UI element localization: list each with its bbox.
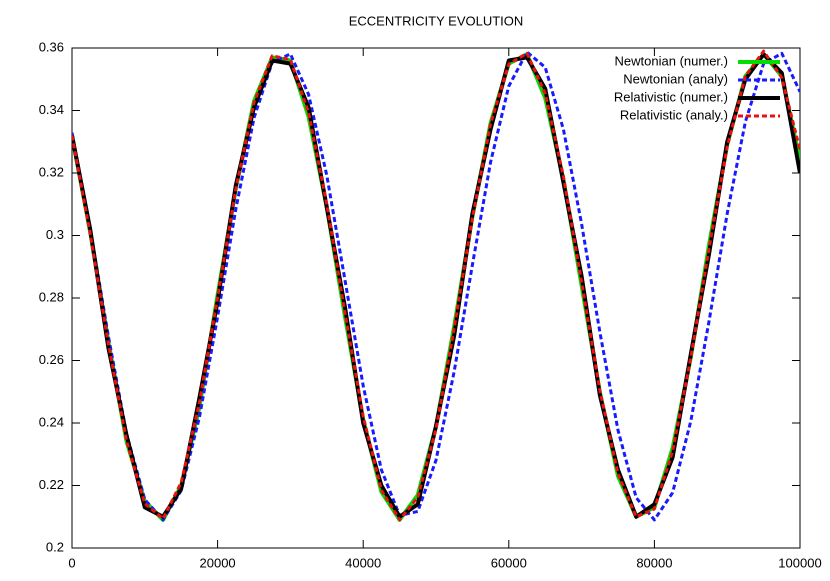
y-tick-label: 0.32 xyxy=(39,164,64,179)
x-tick-label: 100000 xyxy=(778,555,821,570)
x-tick-label: 80000 xyxy=(636,555,672,570)
y-tick-label: 0.3 xyxy=(46,227,64,242)
y-tick-label: 0.2 xyxy=(46,539,64,554)
x-tick-label: 20000 xyxy=(200,555,236,570)
y-tick-label: 0.22 xyxy=(39,477,64,492)
series-line xyxy=(72,52,800,522)
y-tick-label: 0.24 xyxy=(39,414,64,429)
legend-label: Newtonian (numer.) xyxy=(615,53,728,68)
legend-label: Relativistic (analy.) xyxy=(620,107,728,122)
y-tick-label: 0.34 xyxy=(39,102,64,117)
legend-label: Newtonian (analy) xyxy=(623,71,728,86)
y-tick-label: 0.26 xyxy=(39,352,64,367)
series-line xyxy=(72,52,800,519)
plot-lines xyxy=(72,49,800,522)
y-tick-label: 0.28 xyxy=(39,289,64,304)
y-tick-label: 0.36 xyxy=(39,39,64,54)
plot-frame xyxy=(71,47,801,549)
legend-label: Relativistic (numer.) xyxy=(614,89,728,104)
x-tick-label: 0 xyxy=(68,555,75,570)
series-line xyxy=(72,50,800,522)
x-tick-label: 40000 xyxy=(345,555,381,570)
x-tick-label: 60000 xyxy=(491,555,527,570)
chart-title: ECCENTRICITY EVOLUTION xyxy=(349,13,524,28)
